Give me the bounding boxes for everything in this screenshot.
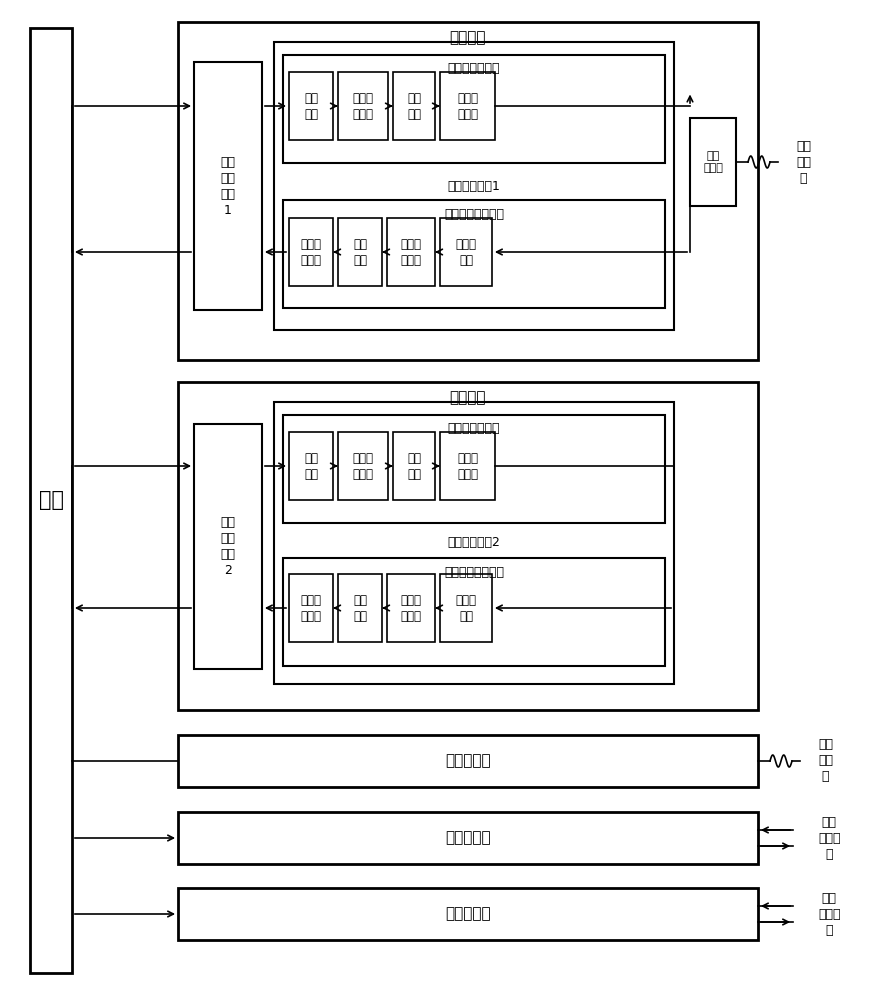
Bar xyxy=(283,55,665,163)
Text: 插值滤
波模块: 插值滤 波模块 xyxy=(400,237,422,266)
Text: 背板: 背板 xyxy=(39,490,63,510)
Text: 从射频板组: 从射频板组 xyxy=(445,906,491,922)
Text: 信号处理模块1: 信号处理模块1 xyxy=(448,180,501,192)
Bar xyxy=(289,72,333,140)
Bar xyxy=(440,432,495,500)
Text: 多载波压缩模块: 多载波压缩模块 xyxy=(448,62,500,76)
Bar xyxy=(178,382,758,710)
Bar xyxy=(283,558,665,666)
Text: 光口扩展板: 光口扩展板 xyxy=(445,754,491,768)
Bar xyxy=(440,72,495,140)
Bar xyxy=(289,218,333,286)
Text: 主从
选择器: 主从 选择器 xyxy=(703,151,723,173)
Bar xyxy=(194,424,262,669)
Bar xyxy=(289,574,333,642)
Text: 数字主板: 数字主板 xyxy=(450,30,487,45)
Bar xyxy=(283,200,665,308)
Bar xyxy=(30,28,72,973)
Text: 压缩
模块: 压缩 模块 xyxy=(407,452,421,481)
Text: 外部
射频信
号: 外部 射频信 号 xyxy=(818,892,840,936)
Bar xyxy=(274,42,674,330)
Bar xyxy=(393,72,435,140)
Bar xyxy=(194,62,262,310)
Bar xyxy=(338,72,388,140)
Bar xyxy=(387,574,435,642)
Bar xyxy=(289,432,333,500)
Text: 插值滤
波模块: 插值滤 波模块 xyxy=(400,593,422,622)
Text: 压缩
模块: 压缩 模块 xyxy=(407,92,421,120)
Text: 变频
模块: 变频 模块 xyxy=(304,92,318,120)
Text: 数据
采集
模块
1: 数据 采集 模块 1 xyxy=(221,155,236,217)
Text: 增益调
节模块: 增益调 节模块 xyxy=(300,237,321,266)
Text: 增益调
节模块: 增益调 节模块 xyxy=(457,92,478,120)
Bar xyxy=(690,118,736,206)
Bar xyxy=(178,812,758,864)
Bar xyxy=(440,574,492,642)
Bar xyxy=(274,402,674,684)
Text: 外部
射频信
号: 外部 射频信 号 xyxy=(818,816,840,860)
Bar xyxy=(338,574,382,642)
Text: 变频
模块: 变频 模块 xyxy=(353,237,367,266)
Bar xyxy=(178,888,758,940)
Text: 多载波压缩模块: 多载波压缩模块 xyxy=(448,422,500,436)
Bar xyxy=(387,218,435,286)
Text: 主射频板组: 主射频板组 xyxy=(445,830,491,846)
Text: 抽取滤
波模块: 抽取滤 波模块 xyxy=(353,92,373,120)
Text: 多载波解压缩模块: 多载波解压缩模块 xyxy=(444,208,504,221)
Bar xyxy=(283,415,665,523)
Text: 变频
模块: 变频 模块 xyxy=(353,593,367,622)
Text: 解压缩
模块: 解压缩 模块 xyxy=(456,237,476,266)
Text: 增益调
节模块: 增益调 节模块 xyxy=(457,452,478,481)
Text: 抽取滤
波模块: 抽取滤 波模块 xyxy=(353,452,373,481)
Bar xyxy=(178,735,758,787)
Text: 数字从板: 数字从板 xyxy=(450,390,487,406)
Bar xyxy=(338,218,382,286)
Text: 变频
模块: 变频 模块 xyxy=(304,452,318,481)
Text: 外部
远程
端: 外部 远程 端 xyxy=(818,738,833,784)
Text: 信号处理模块2: 信号处理模块2 xyxy=(448,536,501,550)
Bar xyxy=(440,218,492,286)
Bar xyxy=(393,432,435,500)
Text: 数据
采集
模块
2: 数据 采集 模块 2 xyxy=(221,516,236,577)
Text: 增益调
节模块: 增益调 节模块 xyxy=(300,593,321,622)
Text: 多载波解压缩模块: 多载波解压缩模块 xyxy=(444,566,504,578)
Text: 外部
远程
端: 外部 远程 端 xyxy=(796,139,811,184)
Bar xyxy=(338,432,388,500)
Text: 解压缩
模块: 解压缩 模块 xyxy=(456,593,476,622)
Bar xyxy=(178,22,758,360)
